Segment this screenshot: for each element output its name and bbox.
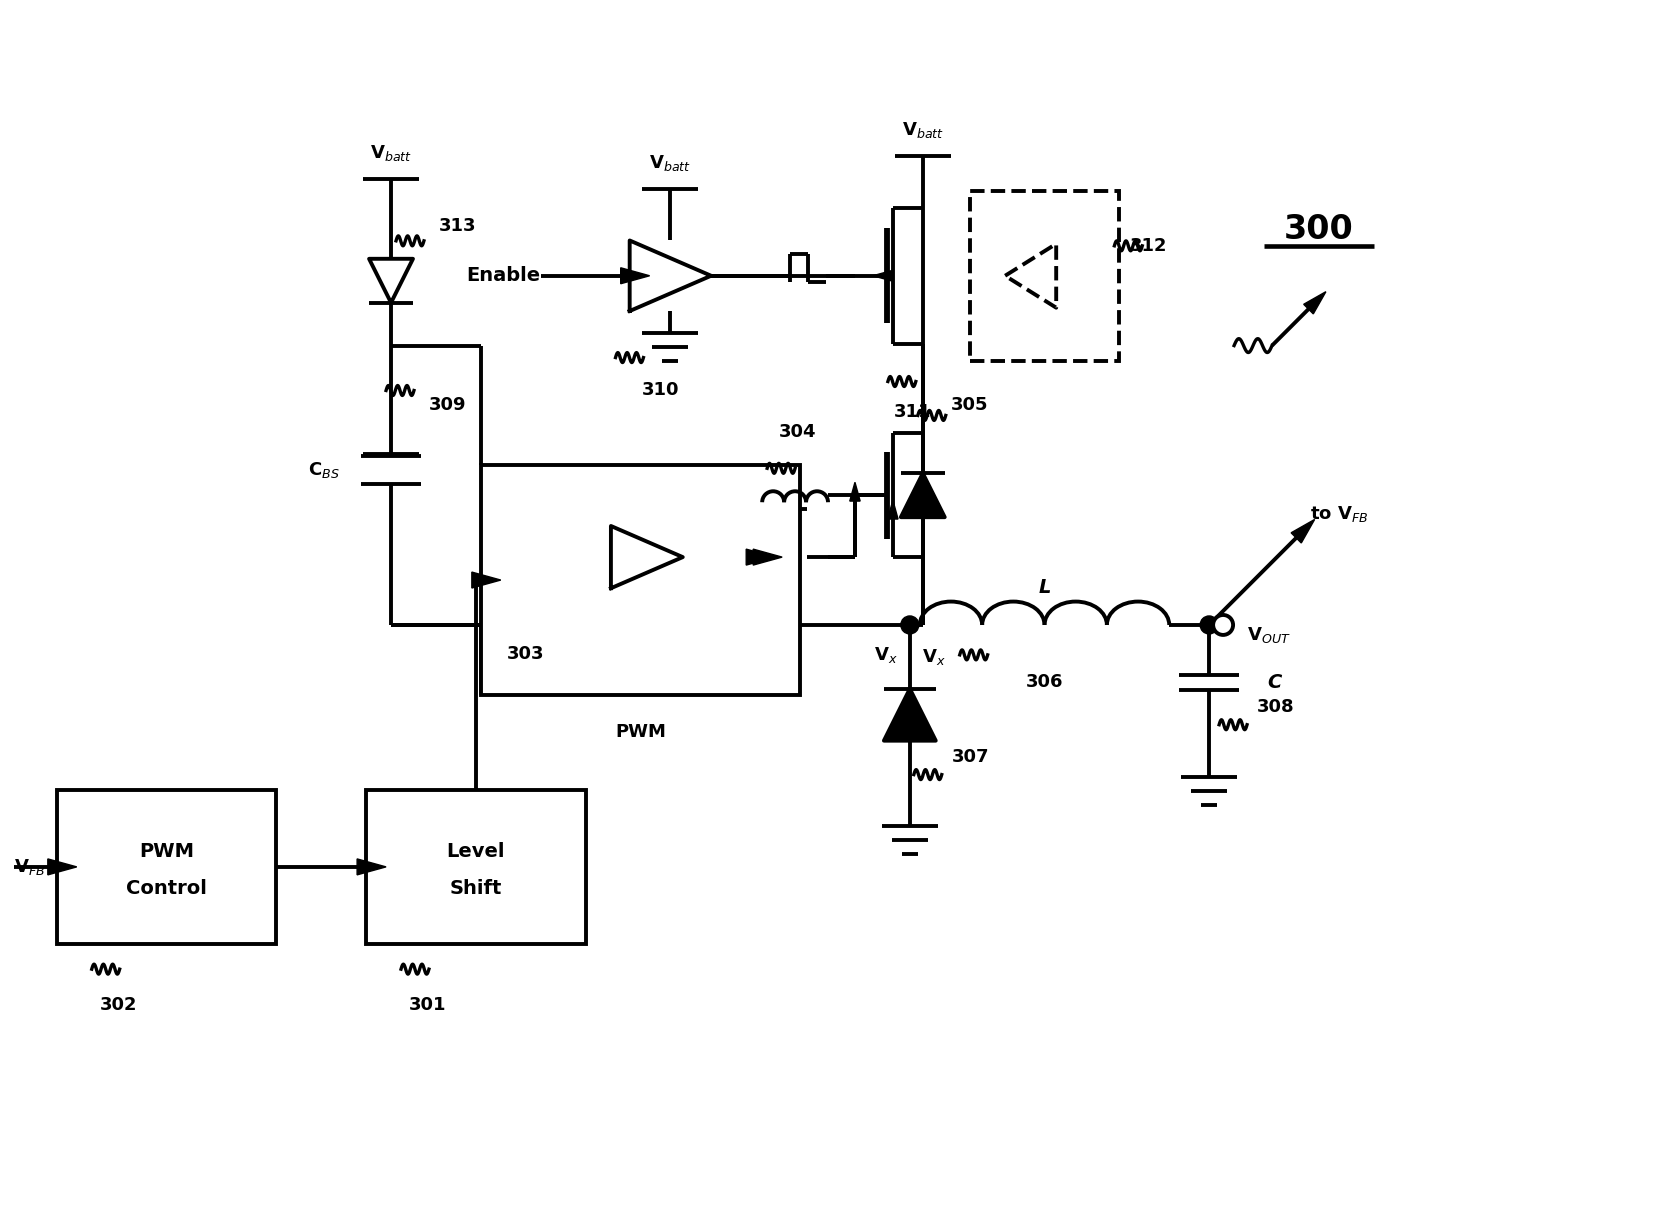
FancyBboxPatch shape <box>366 789 586 945</box>
Polygon shape <box>888 500 898 519</box>
Text: PWM: PWM <box>139 842 194 862</box>
Text: 308: 308 <box>1256 698 1295 716</box>
Polygon shape <box>356 859 386 875</box>
Polygon shape <box>472 572 500 588</box>
Text: 313: 313 <box>438 217 477 235</box>
Text: 310: 310 <box>642 381 679 399</box>
Text: 305: 305 <box>950 396 989 415</box>
Text: V$_{OUT}$: V$_{OUT}$ <box>1246 625 1292 645</box>
Polygon shape <box>629 241 711 311</box>
Text: PWM: PWM <box>616 723 666 741</box>
Polygon shape <box>850 482 860 501</box>
Polygon shape <box>1303 292 1327 313</box>
Text: 302: 302 <box>100 997 137 1015</box>
Polygon shape <box>621 268 649 283</box>
Text: Level: Level <box>447 842 505 862</box>
Text: 303: 303 <box>507 645 544 663</box>
Polygon shape <box>753 549 781 565</box>
Polygon shape <box>900 474 945 517</box>
Text: 306: 306 <box>1026 672 1064 690</box>
Polygon shape <box>611 525 683 588</box>
Text: L: L <box>1039 578 1051 596</box>
Text: Control: Control <box>125 880 207 899</box>
FancyBboxPatch shape <box>970 190 1119 360</box>
Text: 300: 300 <box>1283 213 1353 246</box>
Polygon shape <box>883 689 935 741</box>
Text: V$_x$: V$_x$ <box>875 645 898 665</box>
Text: V$_{batt}$: V$_{batt}$ <box>649 153 691 172</box>
FancyBboxPatch shape <box>480 465 800 695</box>
Text: C: C <box>1266 674 1282 693</box>
Circle shape <box>900 616 918 634</box>
Text: to V$_{FB}$: to V$_{FB}$ <box>1310 504 1369 524</box>
Text: 311: 311 <box>893 404 932 422</box>
FancyBboxPatch shape <box>57 789 276 945</box>
Text: 304: 304 <box>778 423 816 441</box>
Text: V$_{batt}$: V$_{batt}$ <box>902 120 944 140</box>
Polygon shape <box>873 270 893 281</box>
Text: V$_{FB}$: V$_{FB}$ <box>13 857 45 877</box>
Text: 309: 309 <box>428 396 467 415</box>
Polygon shape <box>49 859 77 875</box>
Text: V$_{batt}$: V$_{batt}$ <box>370 143 412 163</box>
Text: 307: 307 <box>952 747 989 765</box>
Polygon shape <box>1292 519 1315 543</box>
Text: Shift: Shift <box>450 880 502 899</box>
Polygon shape <box>746 549 775 565</box>
Circle shape <box>1200 616 1218 634</box>
Text: 312: 312 <box>1129 237 1166 254</box>
Text: Enable: Enable <box>467 266 540 286</box>
Text: 301: 301 <box>410 997 447 1015</box>
Text: C$_{BS}$: C$_{BS}$ <box>308 460 340 481</box>
Text: V$_x$: V$_x$ <box>922 647 945 666</box>
Circle shape <box>1213 615 1233 635</box>
